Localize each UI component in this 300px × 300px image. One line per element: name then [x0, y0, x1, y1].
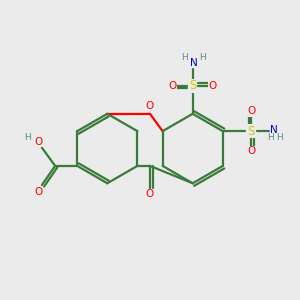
Text: O: O — [34, 187, 42, 197]
Text: H: H — [24, 134, 31, 142]
Text: O: O — [146, 190, 154, 200]
Text: O: O — [169, 81, 177, 91]
Text: O: O — [247, 106, 256, 116]
Text: H: H — [276, 133, 283, 142]
Text: H: H — [181, 53, 188, 62]
Text: H: H — [267, 133, 274, 142]
Text: O: O — [146, 101, 154, 111]
Text: O: O — [208, 81, 217, 91]
Text: S: S — [189, 79, 196, 92]
Text: O: O — [34, 137, 42, 147]
Text: S: S — [248, 125, 255, 138]
Text: N: N — [190, 58, 198, 68]
Text: N: N — [270, 125, 278, 135]
Text: O: O — [247, 146, 256, 156]
Text: H: H — [199, 53, 206, 62]
